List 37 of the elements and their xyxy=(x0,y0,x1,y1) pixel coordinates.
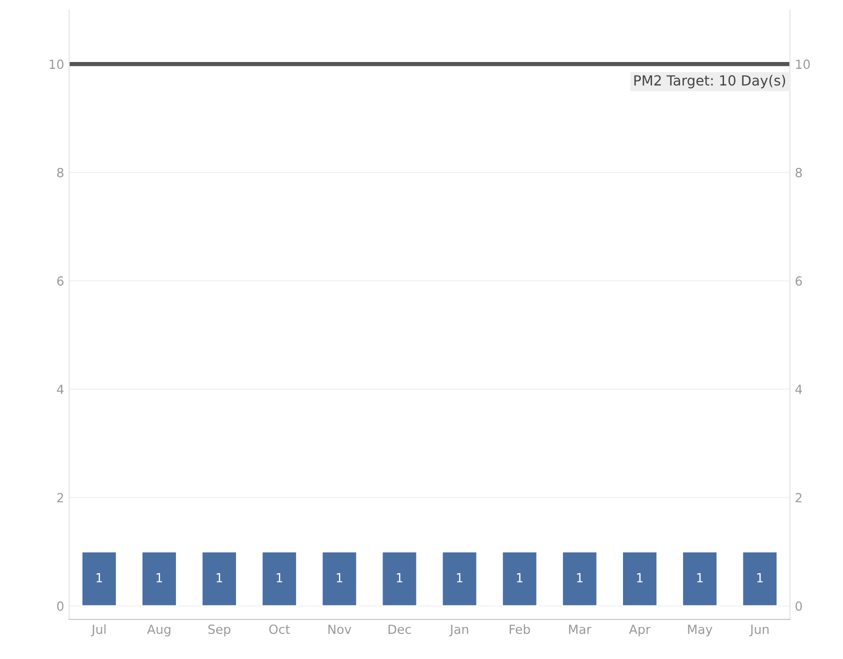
ref-line-label: PM2 Target: 10 Day(s) xyxy=(634,74,786,88)
y2-tick-label: 6 xyxy=(796,276,802,286)
data-label: 1 xyxy=(276,573,282,582)
y-tick-label: 2 xyxy=(57,493,64,502)
x-tick-label: Mar xyxy=(569,624,592,634)
y2-tick-label: 0 xyxy=(796,601,802,611)
x-tick-label: May xyxy=(688,624,712,636)
y2-tick-label: 10 xyxy=(796,60,810,69)
x-tick-label: Aug xyxy=(147,624,170,636)
data-label: 1 xyxy=(216,573,222,582)
x-tick-label: Apr xyxy=(629,624,651,636)
x-tick-label: Jun xyxy=(749,624,769,636)
x-tick-label: Jan xyxy=(449,624,468,636)
y-tick-label: 0 xyxy=(57,601,64,611)
data-label: 1 xyxy=(336,573,342,582)
y-tick-label: 8 xyxy=(57,168,64,178)
data-label: 1 xyxy=(697,573,703,582)
x-tick-label: Oct xyxy=(269,624,290,634)
data-label: 1 xyxy=(577,573,582,582)
data-label: 1 xyxy=(517,573,522,582)
x-tick-label: Nov xyxy=(328,624,352,634)
data-label: 1 xyxy=(757,573,763,582)
data-label: 1 xyxy=(396,573,402,582)
y-tick-label: 10 xyxy=(50,60,64,69)
x-tick-label: Dec xyxy=(388,624,411,634)
data-label: 1 xyxy=(156,573,162,582)
y-tick-label: 6 xyxy=(57,276,64,286)
y2-tick-label: 4 xyxy=(795,384,802,394)
x-tick-label: Feb xyxy=(510,624,530,634)
data-label: 1 xyxy=(96,573,102,582)
y2-tick-label: 2 xyxy=(796,493,802,502)
y2-tick-label: 8 xyxy=(796,168,802,178)
data-label: 1 xyxy=(637,573,643,582)
x-tick-label: Jul xyxy=(90,624,106,636)
x-tick-label: Sep xyxy=(208,624,230,636)
data-label: 1 xyxy=(456,573,462,582)
y-tick-label: 4 xyxy=(56,384,64,394)
